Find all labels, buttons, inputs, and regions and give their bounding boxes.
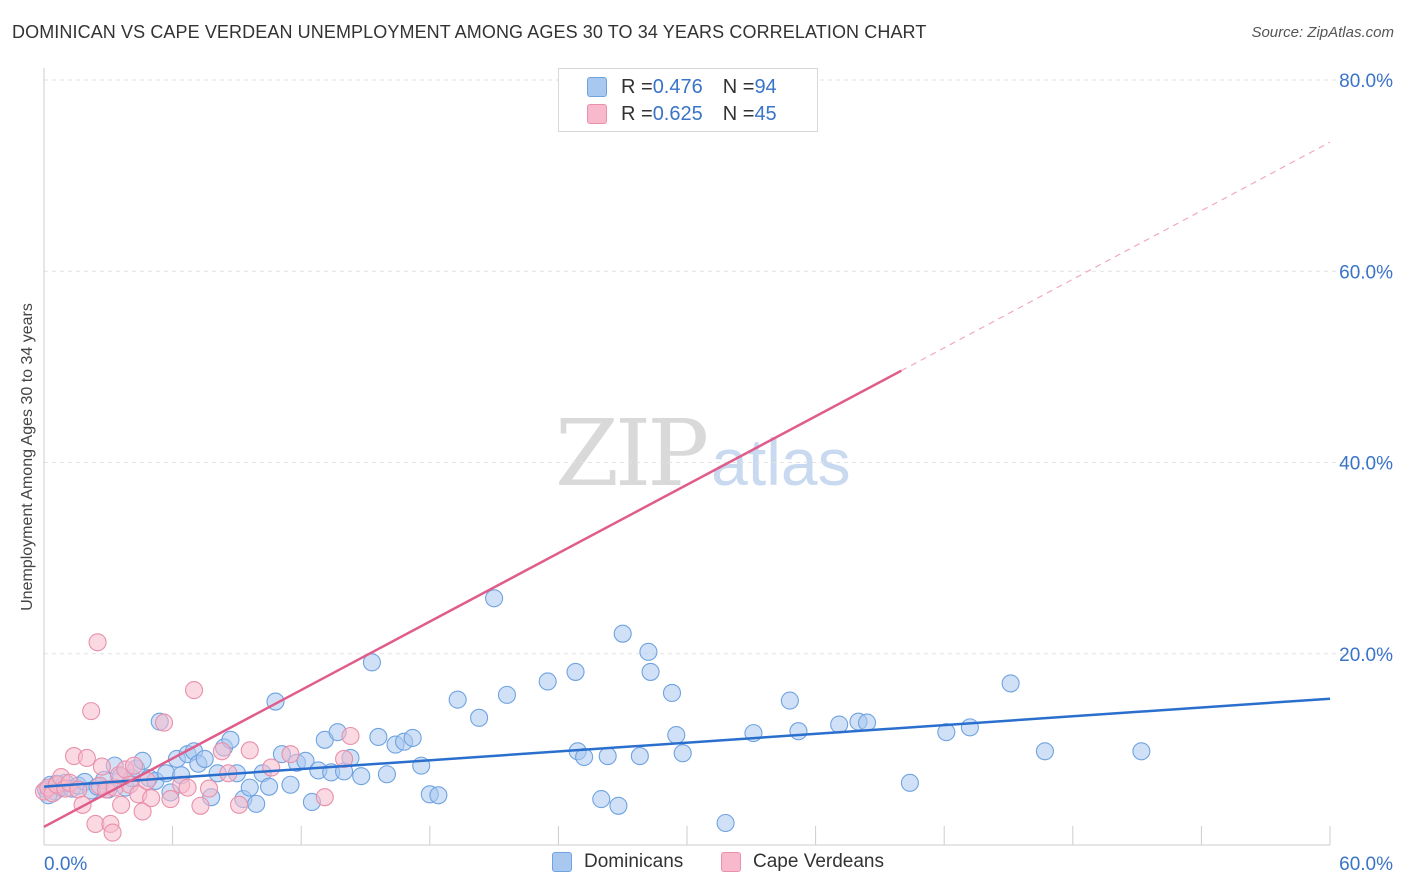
legend-r-value: 0.476 xyxy=(652,75,703,98)
cape-verdean-point xyxy=(124,756,144,775)
cape-verdean-point xyxy=(262,758,281,777)
dominican-point xyxy=(259,777,279,796)
dominican-point xyxy=(403,728,422,747)
dominican-point xyxy=(630,747,649,766)
legend-n-label: N = xyxy=(722,102,755,125)
dominican-point xyxy=(780,691,799,710)
dominican-point xyxy=(377,765,396,784)
dominican-point xyxy=(641,662,660,681)
dominican-point xyxy=(497,685,517,704)
cape-verdean-point xyxy=(88,633,107,652)
source-credit: Source: ZipAtlas.com xyxy=(1251,24,1394,41)
legend-n-value: 45 xyxy=(754,102,777,125)
series-legend-dominicans[interactable]: Dominicans xyxy=(552,851,683,873)
cape-verdean-point xyxy=(229,795,249,814)
dominican-point xyxy=(240,778,259,797)
dominican-point xyxy=(662,683,682,703)
dominican-point xyxy=(639,642,658,661)
cape-verdean-point xyxy=(82,702,101,721)
cape-verdean-point xyxy=(184,681,204,700)
y-tick-label: 80.0% xyxy=(1339,71,1393,92)
legend-swatch-cape-verdeans xyxy=(587,104,607,124)
x-tick-label: 0.0% xyxy=(44,854,87,875)
cape-verdean-point xyxy=(103,823,122,842)
dominican-point xyxy=(429,786,448,805)
dominican-point xyxy=(362,653,381,672)
legend-r-label: R = xyxy=(621,75,653,98)
dominican-point xyxy=(448,690,467,709)
cape-verdean-point xyxy=(161,790,180,809)
legend-swatch-dominicans xyxy=(587,77,607,97)
series-swatch-cape-verdeans xyxy=(721,852,741,872)
chart-title: DOMINICAN VS CAPE VERDEAN UNEMPLOYMENT A… xyxy=(12,22,927,42)
dominican-point xyxy=(352,767,371,786)
cape-verdeans-trend-line xyxy=(43,369,902,828)
series-legend: Dominicans Cape Verdeans xyxy=(0,851,1406,877)
dominican-point xyxy=(369,727,388,746)
dominican-point xyxy=(609,796,628,815)
cape-verdean-point xyxy=(281,745,300,764)
series-legend-cape-verdeans[interactable]: Cape Verdeans xyxy=(721,851,884,873)
dominican-point xyxy=(960,718,979,737)
x-tick-label: 60.0% xyxy=(1339,854,1393,875)
dominican-point xyxy=(830,715,849,734)
dominicans-trend-line xyxy=(43,697,1331,788)
legend-r-value: 0.625 xyxy=(652,102,703,125)
series-swatch-dominicans xyxy=(552,852,572,872)
legend-n-value: 94 xyxy=(754,75,777,98)
legend-row-cape-verdeans: R = 0.625 N = 45 xyxy=(559,102,777,126)
dominican-point xyxy=(247,794,266,813)
dominican-point xyxy=(485,589,504,608)
cape-verdean-point xyxy=(154,713,174,732)
legend-row-dominicans: R = 0.476 N = 94 xyxy=(559,75,777,99)
cape-verdean-point xyxy=(212,742,231,761)
y-tick-label: 40.0% xyxy=(1339,454,1393,475)
cape-verdean-point xyxy=(335,749,354,768)
cape-verdean-point xyxy=(112,795,131,814)
dominican-point xyxy=(592,790,611,809)
dominican-point xyxy=(716,813,735,833)
series-label-dominicans: Dominicans xyxy=(584,851,684,872)
cape-verdean-point xyxy=(341,726,360,746)
dominican-point xyxy=(538,672,557,691)
cape-verdean-point xyxy=(315,788,334,807)
dominican-point xyxy=(789,722,808,741)
cape-verdean-point xyxy=(77,748,96,768)
dominican-point xyxy=(900,773,919,792)
dominican-point xyxy=(566,662,585,681)
cape-verdean-point xyxy=(86,814,105,834)
legend-n-label: N = xyxy=(722,75,755,98)
dominican-point xyxy=(1035,742,1054,761)
series-label-cape-verdeans: Cape Verdeans xyxy=(753,851,884,872)
cape-verdean-point xyxy=(92,757,111,776)
y-tick-label: 20.0% xyxy=(1339,645,1393,666)
dominican-point xyxy=(470,708,489,727)
cape-verdean-point xyxy=(142,789,161,808)
correlation-legend: R = 0.476 N = 94 R = 0.625 N = 45 xyxy=(558,68,818,132)
dominican-point xyxy=(281,775,300,794)
cape-verdean-point xyxy=(178,778,197,797)
cape-verdean-point xyxy=(240,741,259,760)
dominican-point xyxy=(667,725,686,745)
cape-verdean-point xyxy=(191,796,210,815)
cape-verdean-point xyxy=(199,779,219,798)
dominican-point xyxy=(937,723,956,742)
dominican-point xyxy=(1132,742,1151,761)
cape-verdean-point xyxy=(133,802,152,821)
dominican-point xyxy=(195,749,214,768)
legend-r-label: R = xyxy=(621,102,653,125)
cape-verdeans-trend-extrapolation xyxy=(901,141,1331,372)
dominican-point xyxy=(673,744,692,763)
dominican-point xyxy=(857,713,877,732)
y-tick-label: 60.0% xyxy=(1339,262,1393,283)
dominican-point xyxy=(1001,674,1020,693)
dominican-point xyxy=(613,624,632,643)
dominican-point xyxy=(598,747,617,766)
